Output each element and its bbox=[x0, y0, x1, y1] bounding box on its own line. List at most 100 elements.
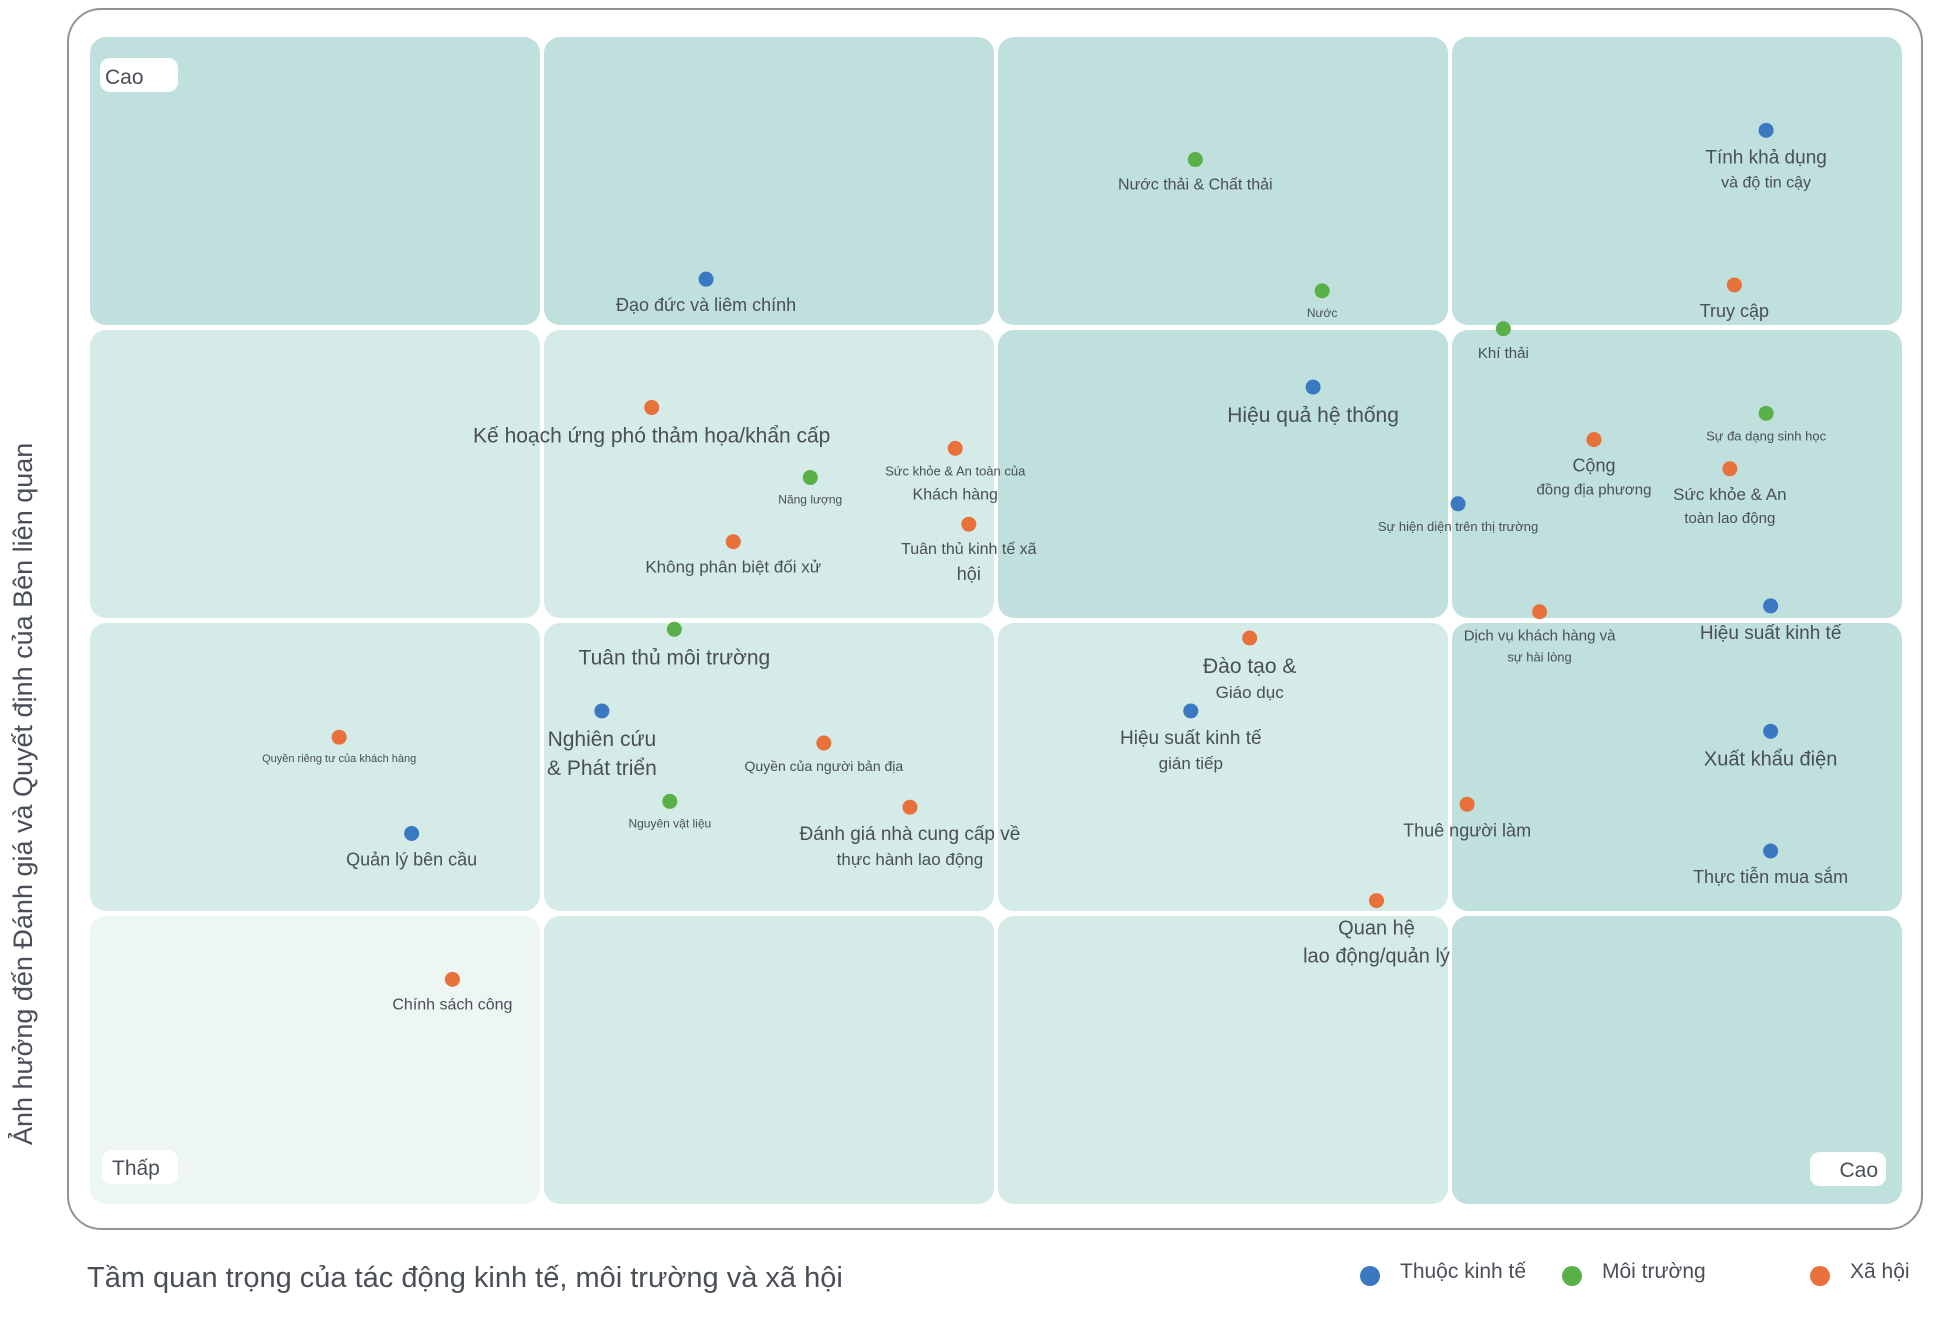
data-point-econ: Tính khả dụng và độ tin cậy bbox=[1705, 122, 1827, 191]
corner-label-x-high-text: Cao bbox=[1839, 1159, 1878, 1182]
point-label: Nguyên vật liệu bbox=[628, 816, 711, 830]
data-point-env: Khí thải bbox=[1478, 321, 1529, 362]
matrix-cell-r1-c2 bbox=[544, 37, 994, 325]
point-marker bbox=[802, 470, 818, 486]
matrix-cell-r3-c1 bbox=[90, 623, 540, 911]
data-point-econ: Nghiên cứu & Phát triển bbox=[547, 703, 657, 780]
data-point-soc: Đào tạo & Giáo dục bbox=[1203, 630, 1296, 702]
point-marker bbox=[331, 729, 347, 745]
matrix-cell-r4-c1 bbox=[90, 916, 540, 1204]
point-marker bbox=[947, 440, 963, 456]
matrix-cell-r3-c2 bbox=[544, 623, 994, 911]
matrix-cell-r4-c4 bbox=[1452, 916, 1902, 1204]
point-label: Sự đa dạng sinh học bbox=[1706, 428, 1827, 443]
data-point-econ: Quản lý bên cầu bbox=[346, 825, 477, 869]
point-marker bbox=[1758, 405, 1774, 421]
data-point-soc: Thuê người làm bbox=[1403, 796, 1531, 840]
point-marker bbox=[902, 799, 918, 815]
point-marker bbox=[1187, 152, 1203, 168]
point-label: Sức khỏe & An bbox=[1673, 485, 1786, 504]
corner-label-y-high-background bbox=[100, 58, 178, 92]
point-label: Không phân biệt đối xử bbox=[645, 558, 821, 577]
point-marker bbox=[816, 735, 832, 751]
point-label: Nước bbox=[1307, 306, 1338, 320]
point-label: Đào tạo & bbox=[1203, 655, 1296, 678]
data-point-soc: Kế hoạch ứng phó thảm họa/khẩn cấp bbox=[473, 400, 830, 448]
data-point-econ: Sự hiện diện trên thị trường bbox=[1378, 496, 1538, 534]
point-label: Sức khỏe & An toàn của bbox=[885, 463, 1026, 478]
matrix-cell-r3-c4 bbox=[1452, 623, 1902, 911]
point-label: Đạo đức và liêm chính bbox=[616, 295, 796, 315]
point-label: Nước thải & Chất thải bbox=[1118, 177, 1273, 194]
corner-label-low-background bbox=[102, 1150, 178, 1184]
data-point-econ: Hiệu quả hệ thống bbox=[1227, 379, 1399, 427]
point-marker bbox=[1450, 496, 1466, 512]
point-label: Quyền riêng tư của khách hàng bbox=[262, 753, 416, 765]
data-point-env: Nước thải & Chất thải bbox=[1118, 152, 1273, 194]
matrix-cell-r2-c3 bbox=[998, 330, 1448, 618]
data-point-soc: Không phân biệt đối xử bbox=[645, 534, 821, 577]
point-marker bbox=[698, 271, 714, 287]
data-point-soc: Quyền của người bản địa bbox=[745, 735, 904, 774]
point-label: Xuất khẩu điện bbox=[1704, 748, 1837, 770]
point-label: Thuê người làm bbox=[1403, 820, 1531, 840]
point-label-line2: Giáo dục bbox=[1216, 683, 1285, 702]
point-label: Dịch vụ khách hàng và bbox=[1464, 628, 1616, 645]
corner-label-low: Thấp bbox=[102, 1150, 178, 1184]
data-point-econ: Xuất khẩu điện bbox=[1704, 723, 1837, 770]
point-marker bbox=[1763, 598, 1779, 614]
point-label: Truy cập bbox=[1700, 301, 1769, 321]
data-point-econ: Hiệu suất kinh tế gián tiếp bbox=[1120, 703, 1262, 773]
point-label: Chính sách công bbox=[392, 996, 512, 1013]
point-marker bbox=[444, 971, 460, 987]
point-label: Nghiên cứu bbox=[548, 728, 657, 751]
point-label-line2: lao động/quản lý bbox=[1303, 946, 1450, 968]
point-label: Quan hệ bbox=[1338, 918, 1415, 940]
data-point-soc: Quyền riêng tư của khách hàng bbox=[262, 729, 416, 765]
matrix-cells bbox=[90, 37, 1902, 1204]
legend-label-econ: Thuộc kinh tế bbox=[1400, 1260, 1527, 1283]
point-label: Khí thải bbox=[1478, 345, 1529, 362]
point-label-line2: gián tiếp bbox=[1159, 754, 1223, 773]
y-axis-label: Ảnh hưởng đến Đánh giá và Quyết định của… bbox=[8, 442, 38, 1145]
matrix-cell-r2-c4 bbox=[1452, 330, 1902, 618]
data-points: Tính khả dụng và độ tin cậy Đạo đức và liê… bbox=[262, 122, 1848, 1013]
data-point-env: Nguyên vật liệu bbox=[628, 793, 711, 830]
point-marker bbox=[1722, 461, 1738, 477]
legend-dot-soc bbox=[1810, 1266, 1830, 1286]
data-point-econ: Đạo đức và liêm chính bbox=[616, 271, 796, 315]
point-label: Đánh giá nhà cung cấp về bbox=[800, 824, 1021, 845]
data-point-econ: Hiệu suất kinh tế bbox=[1700, 598, 1842, 644]
point-label: Hiệu suất kinh tế bbox=[1700, 623, 1842, 644]
matrix-cell-r2-c1 bbox=[90, 330, 540, 618]
data-point-env: Tuân thủ môi trường bbox=[579, 621, 771, 669]
corner-label-x-high: Cao bbox=[1810, 1152, 1886, 1186]
x-axis-label: Tầm quan trọng của tác động kinh tế, môi… bbox=[87, 1262, 843, 1294]
point-label-line2: & Phát triển bbox=[547, 757, 657, 780]
matrix-cell-r1-c3 bbox=[998, 37, 1448, 325]
data-point-soc: Chính sách công bbox=[392, 971, 512, 1013]
point-marker bbox=[1763, 843, 1779, 859]
point-marker bbox=[1586, 432, 1602, 448]
point-marker bbox=[1305, 379, 1321, 395]
point-marker bbox=[1763, 723, 1779, 739]
corner-label-y-high-text: Cao bbox=[105, 66, 144, 89]
data-point-soc: Sức khỏe & An toàn lao động bbox=[1673, 461, 1787, 527]
point-label-line2: hội bbox=[957, 564, 981, 584]
point-label-line2: sự hài lòng bbox=[1507, 650, 1571, 665]
point-marker bbox=[1726, 277, 1742, 293]
point-label: Quyền của người bản địa bbox=[745, 758, 904, 774]
point-label-line2: Khách hàng bbox=[913, 486, 998, 503]
legend-dot-econ bbox=[1360, 1266, 1380, 1286]
point-marker bbox=[404, 825, 420, 841]
point-marker bbox=[644, 400, 660, 416]
point-label: Kế hoạch ứng phó thảm họa/khẩn cấp bbox=[473, 425, 830, 448]
point-label: Hiệu quả hệ thống bbox=[1227, 404, 1399, 427]
corner-label-x-high-background bbox=[1810, 1152, 1886, 1186]
data-point-soc: Cộng đồng địa phương bbox=[1536, 432, 1651, 499]
point-marker bbox=[594, 703, 610, 719]
point-label-line2: toàn lao động bbox=[1684, 510, 1775, 527]
point-label: Tuân thủ môi trường bbox=[579, 646, 771, 669]
data-point-soc: Đánh giá nhà cung cấp về thực hành lao độ… bbox=[800, 799, 1021, 869]
